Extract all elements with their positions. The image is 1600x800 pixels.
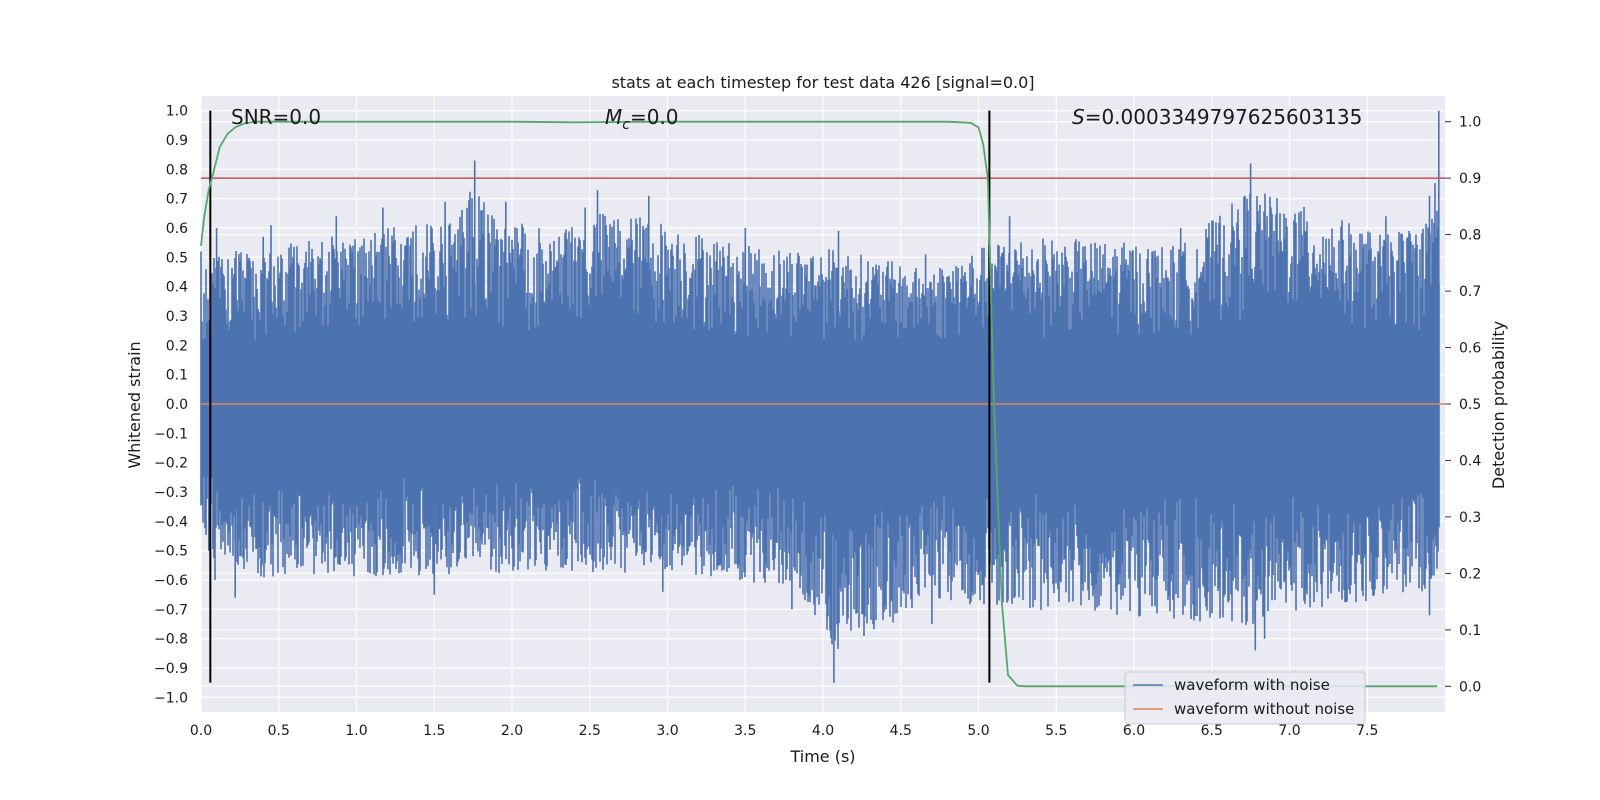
y-tick-label: −0.4 bbox=[154, 514, 188, 530]
y2-tick-label: 0.3 bbox=[1459, 510, 1481, 526]
y2-tick-label: 0.4 bbox=[1459, 453, 1481, 469]
y-tick-label: 0.4 bbox=[166, 280, 188, 296]
y2-tick-label: 0.9 bbox=[1459, 171, 1481, 187]
y2-tick-label: 0.8 bbox=[1459, 228, 1481, 244]
legend-box bbox=[1124, 671, 1366, 725]
x-tick-label: 1.5 bbox=[423, 723, 445, 739]
y-tick-label: −0.7 bbox=[154, 602, 188, 618]
y2-axis-label: Detection probability bbox=[1489, 321, 1508, 489]
x-tick-label: 6.0 bbox=[1123, 723, 1145, 739]
x-tick-label: 0.0 bbox=[190, 723, 212, 739]
x-tick-label: 2.5 bbox=[579, 723, 601, 739]
y-tick-label: 0.8 bbox=[166, 162, 188, 178]
waveform-dense-band bbox=[201, 339, 1439, 454]
x-tick-label: 3.5 bbox=[734, 723, 756, 739]
x-tick-label: 5.5 bbox=[1045, 723, 1067, 739]
x-tick-label: 4.5 bbox=[890, 723, 912, 739]
y2-tick-label: 0.5 bbox=[1459, 397, 1481, 413]
y-tick-label: −0.1 bbox=[154, 426, 188, 442]
y-tick-label: 0.7 bbox=[166, 192, 188, 208]
y-tick-label: 1.0 bbox=[166, 104, 188, 120]
x-axis-label: Time (s) bbox=[789, 747, 855, 766]
x-tick-label: 5.0 bbox=[967, 723, 989, 739]
y-tick-label: −0.5 bbox=[154, 544, 188, 560]
y-tick-label: −0.8 bbox=[154, 632, 188, 648]
chirp-mass-annotation: Mc=0.0 bbox=[605, 105, 679, 133]
x-tick-label: 4.0 bbox=[812, 723, 834, 739]
y-tick-label: 0.0 bbox=[166, 397, 188, 413]
y-tick-label: 0.9 bbox=[166, 133, 188, 149]
y-tick-label: 0.3 bbox=[166, 309, 188, 325]
significance-annotation: S=0.0003349797625603135 bbox=[1072, 105, 1362, 129]
y-tick-label: −0.3 bbox=[154, 485, 188, 501]
x-tick-label: 7.0 bbox=[1278, 723, 1300, 739]
x-tick-label: 2.0 bbox=[501, 723, 523, 739]
legend-label-clean: waveform without noise bbox=[1174, 700, 1354, 718]
y2-tick-labels: 1.0 0.9 0.8 0.7 0.6 0.5 0.4 0.3 0.2 0.1 0.0 bbox=[1445, 115, 1481, 695]
x-tick-label: 3.0 bbox=[656, 723, 678, 739]
y2-tick-label: 0.2 bbox=[1459, 566, 1481, 582]
series-waveform-with-noise bbox=[200, 110, 1440, 683]
y-tick-label: −0.9 bbox=[154, 661, 188, 677]
x-tick-labels: 0.0 0.5 1.0 1.5 2.0 2.5 3.0 3.5 4.0 4.5 5.0 5.5 6.0 6… bbox=[190, 723, 1379, 739]
legend-label-noise: waveform with noise bbox=[1174, 676, 1330, 694]
x-tick-label: 6.5 bbox=[1201, 723, 1223, 739]
y-tick-label: 0.6 bbox=[166, 221, 188, 237]
y2-tick-label: 0.7 bbox=[1459, 284, 1481, 300]
y-tick-labels: 1.0 0.9 0.8 0.7 0.6 0.5 0.4 0.3 0.2 0.1 0.0 −0.1 −0.… bbox=[154, 104, 188, 707]
y2-tick-label: 0.1 bbox=[1459, 623, 1481, 639]
y-tick-label: −0.2 bbox=[154, 456, 188, 472]
y2-tick-label: 1.0 bbox=[1459, 115, 1481, 131]
y2-tick-label: 0.6 bbox=[1459, 341, 1481, 357]
x-tick-label: 7.5 bbox=[1356, 723, 1378, 739]
y-tick-label: −0.6 bbox=[154, 573, 188, 589]
x-tick-label: 0.5 bbox=[268, 723, 290, 739]
y-tick-label: 0.1 bbox=[166, 368, 188, 384]
y2-tick-label: 0.0 bbox=[1459, 679, 1481, 695]
detection-probability-line bbox=[200, 120, 1438, 688]
y-tick-label: −1.0 bbox=[154, 690, 188, 706]
x-tick-label: 1.0 bbox=[345, 723, 367, 739]
y-tick-label: 0.5 bbox=[166, 250, 188, 266]
snr-annotation: SNR=0.0 bbox=[231, 105, 321, 129]
y-tick-label: 0.2 bbox=[166, 338, 188, 354]
chart-title: stats at each timestep for test data 426… bbox=[611, 73, 1034, 92]
y-axis-label: Whitened strain bbox=[125, 341, 144, 468]
series-detection-probability bbox=[200, 120, 1438, 688]
legend: waveform with noise waveform without noi… bbox=[1124, 671, 1366, 725]
